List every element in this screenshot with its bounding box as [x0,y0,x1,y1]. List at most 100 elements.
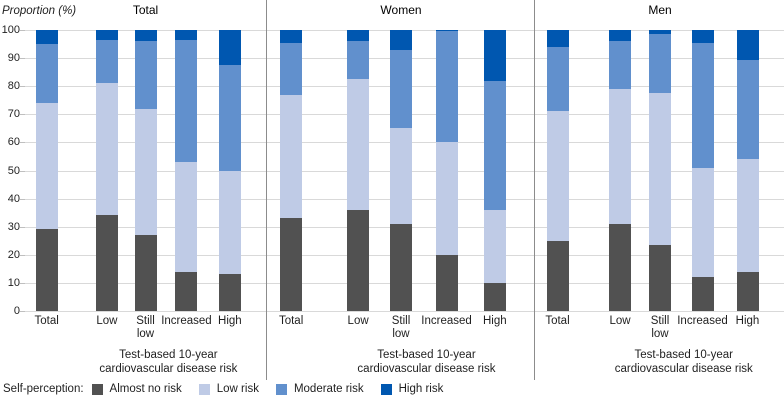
x-axis-caption: Test-based 10-year cardiovascular disease… [316,348,536,376]
x-category-label-total: Total [253,315,329,328]
panel-men: Men Total Low Still low Increased High Test-bas… [534,0,784,380]
x-category-label-line: Increased [421,315,472,327]
bar-segment-almost-risk [280,218,303,311]
bar-segment-high-risk [609,30,631,42]
x-axis-caption-line: cardiovascular disease risk [357,363,496,375]
bar-segment-moderate-risk [691,42,714,168]
x-category-label-high: High [192,315,268,328]
bar-segment-low-risk [175,162,198,272]
x-category-label-increased: Increased [409,315,485,328]
x-category-label-line: High [735,315,760,327]
gridline-0 [25,311,266,312]
panel-total: Total Total Low Still low Increased High Test-b… [25,0,266,380]
bar-segment-high-risk [95,30,118,40]
bar-segment-moderate-risk [218,65,241,171]
y-tick-label-60: 60 [7,136,20,149]
bar-segment-high-risk [347,30,370,42]
y-tick-mark [20,282,25,284]
y-tick-mark [20,58,25,60]
y-tick-mark [20,198,25,200]
y-tick-label-10: 10 [7,276,20,289]
bar-women-total [280,30,303,311]
bar-segment-low-risk [609,89,631,224]
x-category-label-low: Low [320,315,396,328]
bar-men-high [736,30,759,311]
bar-segment-almost-risk [134,235,157,311]
gridline-0 [267,311,535,312]
y-tick-label-0: 0 [13,305,20,317]
bar-women-high [483,30,506,311]
y-tick-mark [20,30,25,31]
bar-segment-almost-risk [347,209,370,311]
bar-men-still-low [649,30,671,311]
bar-segment-almost-risk [435,254,458,311]
legend-entry-label: Moderate risk [293,383,364,395]
bar-segment-moderate-risk [95,39,118,84]
x-axis-caption: Test-based 10-year cardiovascular disease… [574,348,784,376]
panel-title-men: Men [648,3,672,17]
y-tick-mark [20,170,25,172]
panel-title-women: Women [380,3,422,17]
bar-segment-moderate-risk [435,31,458,143]
x-category-label-line: High [482,315,507,327]
legend-swatch-almost-risk [91,383,103,395]
bar-segment-high-risk [546,30,569,47]
legend-entry-label: Low risk [216,383,259,395]
bar-segment-high-risk [691,30,714,43]
y-tick-label-80: 80 [7,80,20,93]
y-tick-label-70: 70 [7,108,20,121]
x-category-label-increased: Increased [665,315,741,328]
plot-area [25,30,266,312]
bar-segment-high-risk [390,30,412,50]
bar-total-still-low [134,30,157,311]
bar-segment-low-risk [435,142,458,255]
bar-segment-moderate-risk [390,49,412,129]
x-category-label-line: Still [136,315,155,327]
y-tick-mark [20,86,25,88]
y-tick-mark [20,226,25,228]
bar-segment-almost-risk [95,215,118,311]
legend-entry-label: High risk [398,383,444,395]
bar-total-high [218,30,241,311]
bar-women-still-low [390,30,412,311]
panel-title-total: Total [132,3,159,17]
y-tick-label-40: 40 [7,192,20,205]
bar-segment-low-risk [35,103,58,230]
bar-segment-low-risk [483,209,506,283]
x-axis-caption-line: Test-based 10-year [377,349,476,361]
bar-segment-low-risk [546,111,569,241]
y-tick-label-50: 50 [7,164,20,177]
bar-segment-almost-risk [546,240,569,311]
bar-segment-moderate-risk [35,44,58,104]
bar-segment-moderate-risk [280,42,303,95]
bar-segment-almost-risk [390,223,412,311]
bar-segment-low-risk [390,128,412,224]
bar-segment-high-risk [435,30,458,32]
x-category-label-line: Increased [161,315,212,327]
x-category-label-line: Total [278,315,304,327]
y-tick-label-30: 30 [7,220,20,233]
x-category-label-still-low: Still low [108,315,184,341]
bar-segment-low-risk [280,94,303,219]
bar-segment-low-risk [95,83,118,216]
bar-women-increased [435,30,458,311]
bar-segment-almost-risk [218,274,241,311]
y-tick-label-20: 20 [7,248,20,261]
x-category-label-line: Still [650,315,670,327]
x-axis-caption-line: cardiovascular disease risk [614,363,753,375]
y-tick-mark [20,114,25,116]
bar-segment-low-risk [134,108,157,236]
x-axis-caption-line: cardiovascular disease risk [99,363,238,375]
x-category-label-line: Low [347,315,369,327]
bar-segment-almost-risk [691,277,714,311]
x-category-label-line: low [651,328,669,340]
bar-segment-almost-risk [35,229,58,311]
x-category-label-line: Increased [677,315,728,327]
bar-segment-moderate-risk [175,39,198,163]
legend-title: Self-perception: [3,383,84,395]
bar-segment-high-risk [134,30,157,42]
x-category-label-still-low: Still low [363,315,439,341]
bar-segment-low-risk [691,167,714,278]
legend-entry-almost-risk: Almost no risk [91,383,182,395]
